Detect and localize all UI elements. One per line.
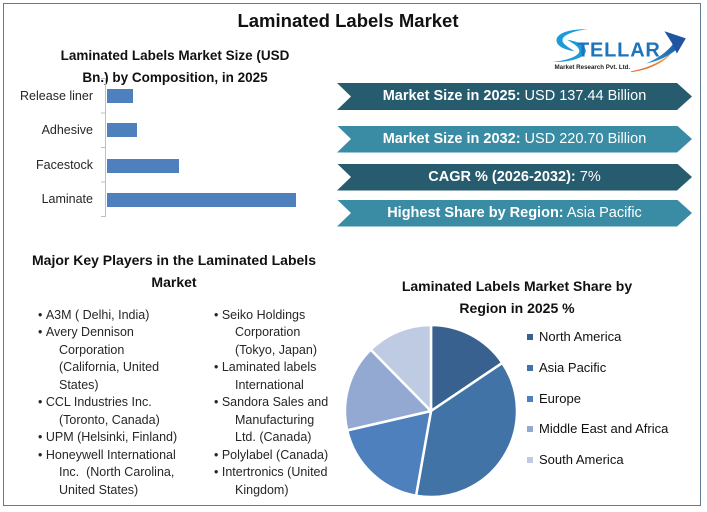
svg-text:Market Research Pvt. Ltd.: Market Research Pvt. Ltd. bbox=[555, 64, 631, 71]
svg-text:TELLAR: TELLAR bbox=[577, 40, 661, 62]
